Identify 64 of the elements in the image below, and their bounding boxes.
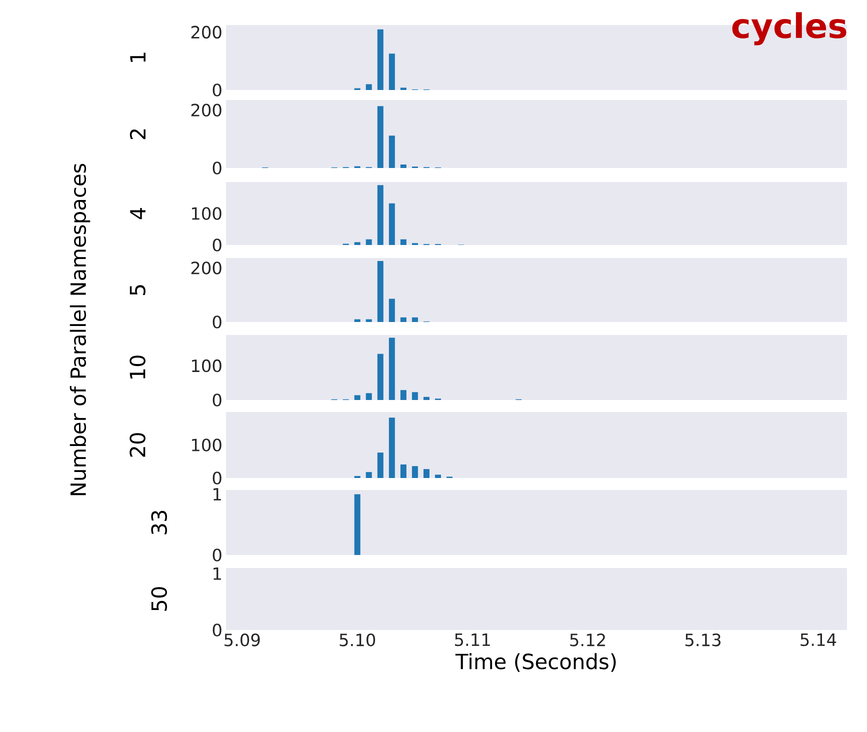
- y-tick-label: 0: [212, 162, 222, 174]
- bar: [354, 319, 360, 322]
- y-tick-label: 0: [212, 624, 222, 636]
- bar: [366, 84, 372, 90]
- y-tick-label: 0: [212, 472, 222, 484]
- bar: [388, 203, 395, 245]
- y-tick-label: 100: [192, 359, 222, 372]
- bar: [366, 319, 372, 322]
- bar: [400, 317, 406, 322]
- y-axis-title: 50: [151, 587, 168, 611]
- y-tick-label: 0: [212, 84, 222, 96]
- bar: [423, 396, 430, 400]
- bar: [377, 185, 384, 245]
- bar: [400, 164, 406, 168]
- y-axis-title: 20: [130, 433, 146, 457]
- y-tick-label: 200: [191, 262, 222, 274]
- bar: [388, 418, 395, 478]
- bar: [388, 136, 395, 168]
- bar: [400, 390, 406, 400]
- x-tick-label: 5.13: [685, 634, 720, 646]
- bar: [377, 106, 384, 168]
- y-axis-title: 2: [130, 129, 146, 140]
- x-tick-label: 5.09: [224, 634, 260, 646]
- bar: [412, 317, 418, 322]
- y-axis-title: 33: [151, 510, 168, 534]
- bar: [377, 260, 384, 322]
- bar: [377, 29, 384, 90]
- bar: [366, 393, 372, 400]
- bar: [423, 469, 430, 478]
- bar: [354, 242, 360, 245]
- bar: [388, 298, 395, 322]
- text: Number of Parallel Namespaces: [70, 164, 90, 496]
- bar: [388, 338, 395, 400]
- bar: [377, 452, 384, 478]
- chart-title: cycles: [732, 12, 846, 46]
- y-tick-label: 200: [191, 104, 222, 117]
- x-tick-label: 5.12: [570, 634, 605, 646]
- bar: [388, 54, 395, 90]
- x-tick-label: 5.14: [800, 634, 836, 646]
- bar: [412, 466, 418, 478]
- y-axis-title: 5: [130, 285, 146, 296]
- y-tick-label: 100: [192, 438, 222, 452]
- y-axis-title: 1: [130, 52, 146, 62]
- y-axis-title: 4: [130, 208, 146, 220]
- y-tick-label: 200: [191, 26, 222, 39]
- bar: [400, 239, 406, 245]
- y-tick-label: 0: [212, 238, 222, 252]
- y-axis-title: 10: [130, 356, 146, 379]
- y-tick-label: 100: [192, 207, 222, 220]
- bar: [354, 395, 360, 400]
- bar: [366, 239, 372, 245]
- bar: [377, 354, 384, 400]
- y-tick-label: 0: [212, 394, 222, 406]
- y-tick-label: 1: [214, 567, 221, 580]
- bar: [412, 392, 418, 400]
- bar: [435, 474, 441, 478]
- y-tick-label: 0: [212, 316, 222, 328]
- x-tick-label: 5.11: [455, 634, 490, 646]
- bar: [366, 472, 372, 478]
- bar: [400, 464, 406, 478]
- x-axis-title: Time (Seconds): [455, 653, 616, 672]
- y-tick-label: 0: [212, 548, 222, 562]
- y-tick-label: 1: [214, 488, 221, 500]
- x-tick-label: 5.10: [340, 634, 376, 646]
